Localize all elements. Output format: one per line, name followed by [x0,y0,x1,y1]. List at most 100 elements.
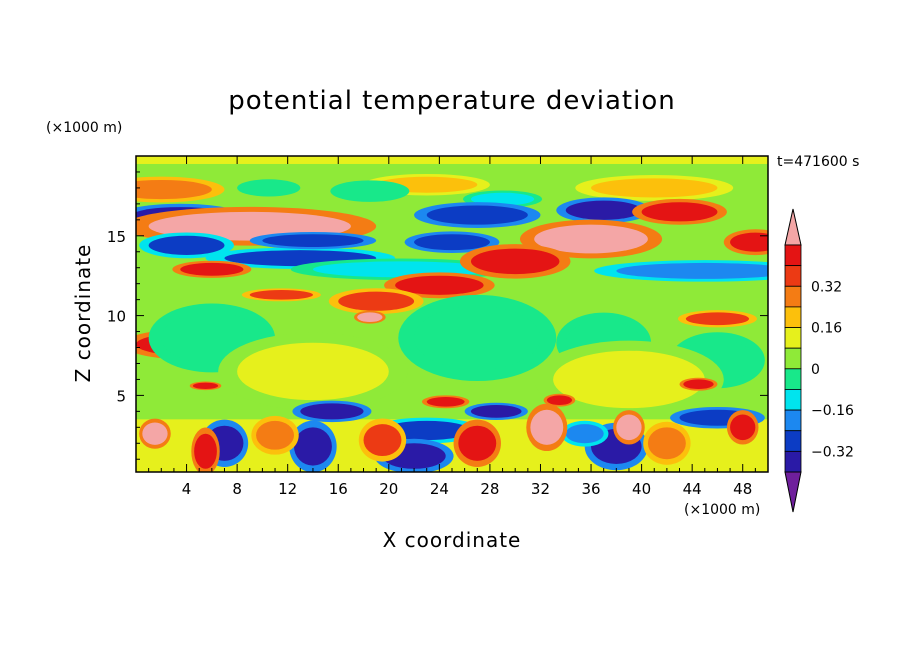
field-patch-22 [723,229,768,256]
field-patch-30 [398,294,557,382]
field-patch-9 [414,202,541,228]
field-patch-25 [328,288,424,315]
colorbar-box [784,347,802,370]
field-patch-44 [289,420,337,472]
field-patch-core [426,396,465,407]
field-patch-49 [191,427,220,472]
field-patch-core [458,425,497,461]
field-patch-core [730,232,768,252]
field-patch-48 [139,418,171,449]
field-patch-36 [421,395,470,409]
field-patch-core [553,350,705,409]
field-patch-core [683,379,714,390]
field-band-0 [136,156,768,164]
field-patch-core [243,181,294,195]
y-tick-label: 10 [107,308,126,326]
field-patch-13 [139,232,234,259]
field-patch-54 [613,410,645,445]
colorbar-tick-label: 0 [811,362,820,378]
field-patch-core [237,342,389,401]
contour-field [136,156,768,472]
time-label: t=471600 s [777,154,860,170]
field-patch-core [470,248,560,275]
field-patch-47 [561,420,609,447]
field-patch-19 [519,219,663,259]
x-tick-label: 8 [232,480,242,498]
field-patch-2 [136,176,225,203]
field-patch-core [180,262,244,276]
field-patch-core [530,409,564,445]
y-tick-label: 5 [116,387,126,405]
y-axis: 5 10 15 [107,171,768,460]
x-tick-label: 4 [182,480,192,498]
colorbar-box [784,368,802,390]
field-patch-core [249,290,313,300]
field-patch-core [142,422,168,445]
field-patch-24 [241,288,321,302]
field-patch-37 [543,393,576,407]
field-patch-core [256,420,294,450]
field-patch-20 [459,244,571,279]
colorbar-box [784,306,802,328]
colorbar-box [784,244,802,267]
colorbar-box [784,430,802,452]
y-tick-label: 15 [107,228,126,246]
field-patch-core [338,291,415,311]
field-patch-50 [251,415,299,455]
field-patch-core [194,433,217,469]
field-patch-5 [330,180,410,202]
colorbar-min-arrow [784,471,802,513]
field-patch-core [136,179,212,200]
field-patch-56 [726,410,759,445]
field-patch-52 [453,419,501,467]
field-patch-35 [189,381,222,391]
field-patch-core [641,202,718,222]
field-patch-core [363,424,402,457]
field-patch-core [616,414,642,441]
colorbar-box [784,389,802,411]
chart-title: potential temperature deviation [228,86,676,116]
x-tick-label: 24 [430,480,449,498]
field-patch-51 [358,418,407,462]
field-patch-18 [594,260,768,282]
x-tick-label: 48 [733,480,752,498]
field-patch-core [730,414,756,441]
colorbar-box [784,265,802,287]
x-tick-label: 36 [581,480,600,498]
z-unit-label: (×1000 m) [46,120,123,136]
field-patch-core [338,183,402,200]
x-unit-label: (×1000 m) [684,502,761,518]
colorbar-tick-label: 0.32 [811,279,842,295]
field-patch-40 [464,402,528,420]
field-patch-core [262,234,364,247]
field-patch-core [426,205,528,225]
colorbar: 0.32 0.16 0 −0.16 −0.32 [784,208,854,513]
colorbar-box [784,327,802,349]
x-axis-label: X coordinate [382,528,522,552]
field-patch-core [534,224,648,254]
field-patch-core [565,424,604,444]
field-patch-core [414,234,490,251]
colorbar-box [784,450,802,473]
x-tick-label: 32 [531,480,550,498]
field-patch-33 [218,332,408,411]
field-patch-15 [249,231,377,250]
field-patch-core [357,312,383,322]
x-tick-label: 12 [278,480,297,498]
colorbar-tick-label: −0.32 [811,444,854,460]
field-patch-23 [172,260,252,278]
field-patch-core [565,200,642,220]
field-patch-21 [384,272,495,299]
field-patch-core [546,395,573,405]
colorbar-tick-label: 0.16 [811,321,842,337]
colorbar-box [784,409,802,432]
field-patch-8 [556,197,652,224]
colorbar-max-arrow [784,208,802,246]
field-patch-6 [237,179,301,197]
field-patch-core [148,235,225,255]
field-patch-39 [292,400,372,423]
field-patch-core [192,382,219,390]
x-tick-label: 20 [379,480,398,498]
field-patch-4 [575,174,734,201]
field-patch-core [591,178,718,198]
